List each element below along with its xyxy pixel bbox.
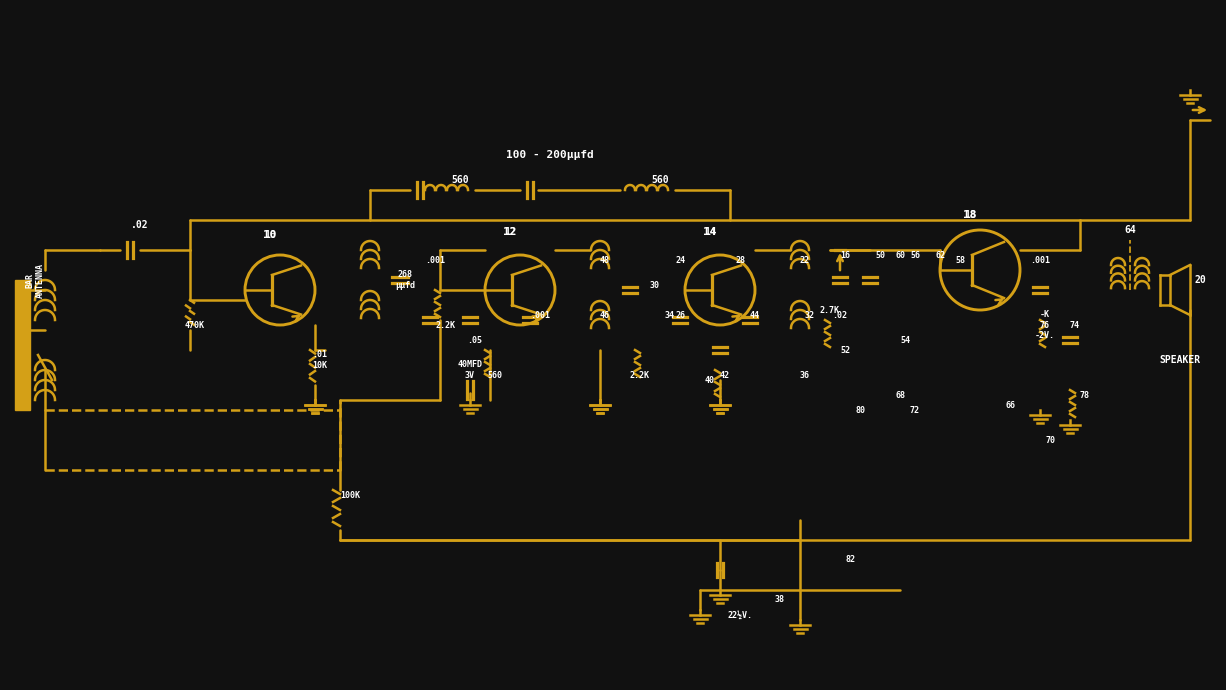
Bar: [15, 280, 29, 410]
Text: .01
10K: .01 10K: [313, 351, 327, 370]
Text: 560: 560: [651, 175, 669, 185]
Text: 560: 560: [488, 371, 503, 380]
Text: 70: 70: [1045, 435, 1056, 444]
Text: 22: 22: [801, 255, 810, 264]
Text: 24: 24: [676, 255, 685, 264]
Text: 16: 16: [840, 250, 850, 259]
Text: 38: 38: [775, 595, 785, 604]
Text: 34: 34: [664, 310, 676, 319]
Text: 54: 54: [900, 335, 910, 344]
Text: SPEAKER: SPEAKER: [1160, 355, 1200, 365]
Text: 40: 40: [705, 375, 715, 384]
Text: .02: .02: [832, 310, 847, 319]
Text: 10: 10: [264, 230, 277, 240]
Text: .001: .001: [530, 310, 550, 319]
Text: 14: 14: [704, 227, 717, 237]
Text: 30: 30: [650, 281, 660, 290]
Text: 560: 560: [451, 175, 468, 185]
Text: 62: 62: [935, 250, 945, 259]
Text: 58: 58: [955, 255, 965, 264]
Text: 2.2K: 2.2K: [630, 371, 650, 380]
Text: -K
76
-2V.: -K 76 -2V.: [1035, 310, 1056, 340]
Text: 100K: 100K: [340, 491, 360, 500]
Text: 28: 28: [736, 255, 745, 264]
Text: 52: 52: [840, 346, 850, 355]
Text: 82: 82: [845, 555, 855, 564]
Text: .001: .001: [425, 255, 445, 264]
Text: 268
μμfd: 268 μμfd: [395, 270, 414, 290]
Text: 2.7K: 2.7K: [820, 306, 840, 315]
Text: 100 - 200μμfd: 100 - 200μμfd: [506, 150, 593, 160]
Text: 42: 42: [720, 371, 729, 380]
Text: 36: 36: [801, 371, 810, 380]
Text: 74: 74: [1070, 320, 1080, 330]
Text: 22½V.: 22½V.: [727, 611, 753, 620]
Text: 68: 68: [895, 391, 905, 400]
Text: 66: 66: [1005, 400, 1015, 409]
Text: .05: .05: [467, 335, 483, 344]
Text: BAR
ANTENNA: BAR ANTENNA: [26, 262, 44, 297]
Text: 80: 80: [855, 406, 866, 415]
Text: 50: 50: [875, 250, 885, 259]
Text: 78: 78: [1080, 391, 1090, 400]
Text: 10: 10: [264, 230, 276, 240]
Text: 72: 72: [910, 406, 920, 415]
Text: 20: 20: [1194, 275, 1206, 285]
Text: 18: 18: [964, 210, 976, 220]
Text: 40MFD
3V: 40MFD 3V: [457, 360, 483, 380]
Text: 64: 64: [1124, 225, 1135, 235]
Text: 14: 14: [704, 227, 716, 237]
Text: 48: 48: [600, 255, 611, 264]
Text: .02: .02: [131, 220, 148, 230]
Text: 2.2K: 2.2K: [435, 320, 455, 330]
Text: 26: 26: [676, 310, 685, 319]
Text: 46: 46: [600, 310, 611, 319]
Text: 12: 12: [503, 227, 516, 237]
Text: 470K: 470K: [185, 320, 205, 330]
Text: 56: 56: [910, 250, 920, 259]
Text: 12: 12: [504, 227, 516, 237]
Text: 32: 32: [805, 310, 815, 319]
Text: 44: 44: [750, 310, 760, 319]
Text: 18: 18: [964, 210, 977, 220]
Text: 60: 60: [895, 250, 905, 259]
Text: .001: .001: [1030, 255, 1049, 264]
